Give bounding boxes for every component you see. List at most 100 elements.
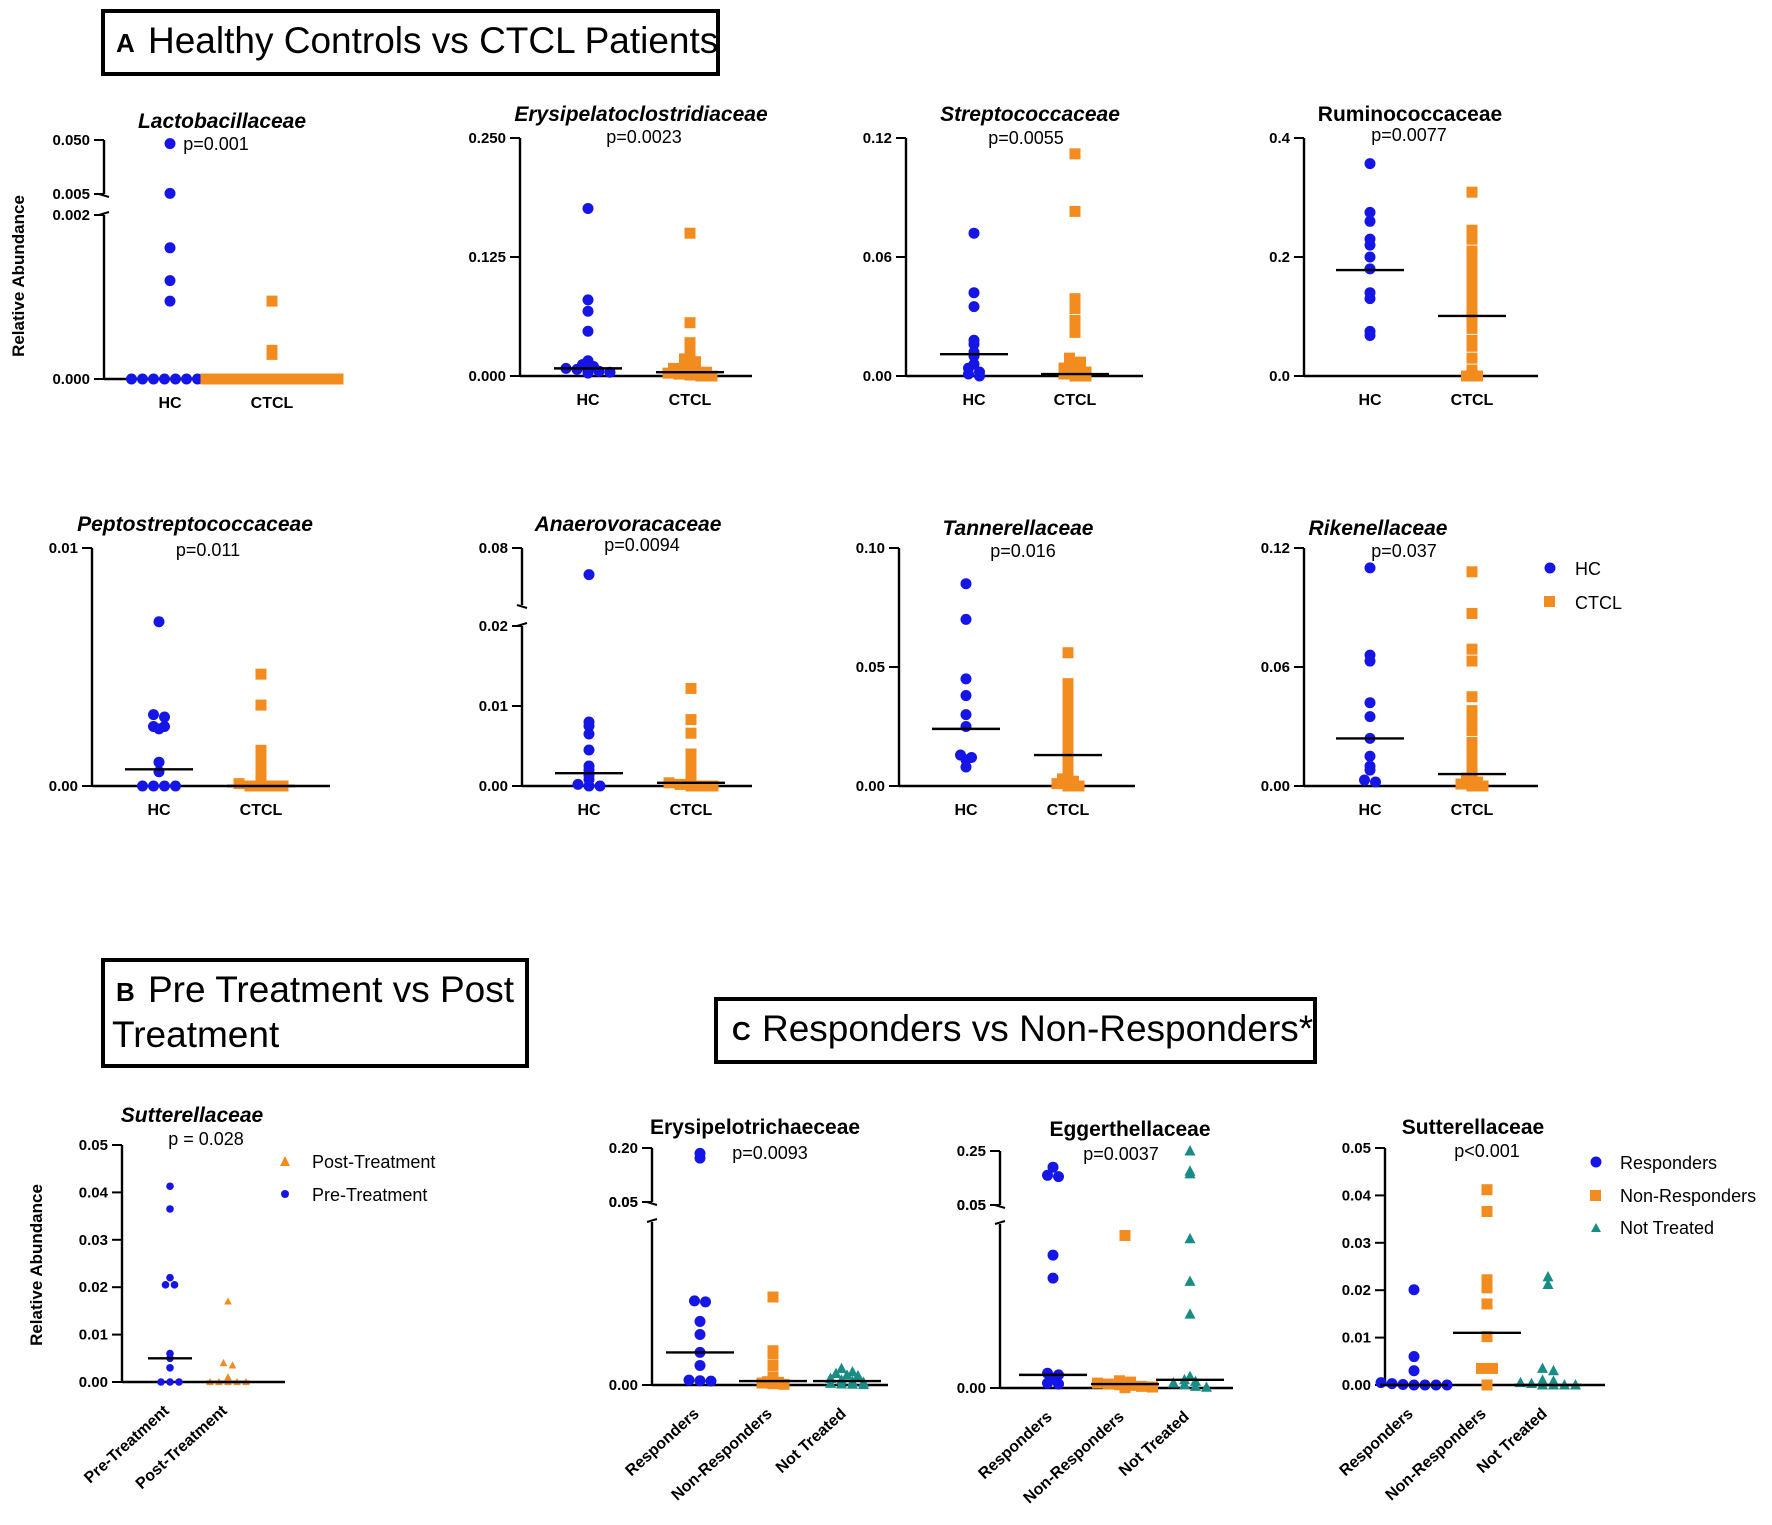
- category-label: HC: [1358, 802, 1382, 819]
- data-point: [1466, 287, 1478, 299]
- y-tick-label: 0.12: [863, 130, 892, 147]
- data-point: [767, 1348, 779, 1360]
- panel-2: 0.000 0.125 0.250 Erysipelatoclostridiaceae…: [468, 103, 768, 409]
- data-point: [583, 728, 595, 740]
- data-point: [1466, 566, 1478, 578]
- legend-b-pre-label: Pre-Treatment: [312, 1185, 427, 1205]
- legend-c-responders-label: Responders: [1620, 1153, 1717, 1173]
- data-point: [228, 1361, 237, 1369]
- data-point: [1069, 364, 1081, 376]
- data-point: [1408, 1351, 1420, 1363]
- category-label: CTCL: [240, 802, 283, 819]
- data-point: [1466, 744, 1478, 756]
- chart-title: Sutterellaceae: [1402, 1116, 1544, 1139]
- data-point: [582, 202, 594, 214]
- y-tick-label: 0.03: [79, 1232, 108, 1249]
- data-point: [1069, 320, 1081, 332]
- data-point: [1364, 206, 1376, 218]
- y-tick-label: 0.02: [1342, 1282, 1371, 1299]
- y-tick-label: 0.01: [479, 698, 508, 715]
- data-point: [960, 613, 972, 625]
- category-label: HC: [158, 395, 182, 412]
- data-point: [685, 774, 697, 786]
- data-point: [700, 1296, 711, 1308]
- data-point: [299, 373, 311, 385]
- y-tick-label: 0.01: [79, 1327, 108, 1344]
- data-point: [767, 1359, 779, 1371]
- data-point: [126, 373, 137, 385]
- data-point: [1466, 655, 1478, 667]
- data-point: [1466, 275, 1478, 287]
- y-tick-label: 0.00: [863, 368, 892, 385]
- y-tick-label: 0.12: [1261, 540, 1290, 557]
- data-point: [1042, 1377, 1053, 1389]
- data-point: [679, 353, 690, 365]
- data-point: [148, 780, 159, 792]
- data-point: [685, 727, 697, 739]
- data-point: [1062, 721, 1074, 732]
- data-point: [1069, 205, 1081, 217]
- data-point: [1069, 326, 1081, 338]
- data-point: [689, 1295, 700, 1307]
- data-point: [1466, 724, 1478, 736]
- chart-title: Eggerthellaceae: [1049, 1118, 1210, 1141]
- legend-c: Responders Non-Responders Not Treated: [1590, 1153, 1756, 1238]
- data-point: [164, 187, 176, 199]
- data-point: [310, 373, 322, 385]
- data-point: [1542, 1270, 1554, 1282]
- category-label: CTCL: [251, 395, 294, 412]
- data-point: [685, 682, 697, 694]
- data-point: [1375, 1377, 1387, 1389]
- panel-12: 0.00 0.01 0.02 0.03 0.04 0.05 Sutterellaceaep<…: [1337, 1116, 1605, 1504]
- data-point: [219, 1358, 228, 1367]
- y-tick-label: 0.05: [957, 1197, 986, 1214]
- heading-c-letter: C: [732, 1016, 751, 1046]
- axis-break: [646, 1218, 658, 1223]
- p-value: p=0.0077: [1371, 125, 1447, 145]
- data-point: [1042, 1169, 1053, 1181]
- legend-b-pre-marker: [281, 1190, 289, 1198]
- data-point: [1364, 562, 1376, 574]
- data-point: [170, 373, 181, 385]
- data-point: [583, 720, 595, 732]
- chart-title: Lactobacillaceae: [138, 110, 306, 133]
- legend-b-post-label: Post-Treatment: [312, 1152, 435, 1172]
- data-point: [1064, 352, 1075, 364]
- heading-a: A Healthy Controls vs CTCL Patients: [101, 9, 720, 76]
- data-point: [166, 1363, 174, 1372]
- data-point: [694, 1328, 706, 1340]
- data-point: [1487, 1362, 1498, 1374]
- data-point: [1364, 697, 1376, 709]
- data-point: [1062, 728, 1074, 740]
- data-point: [684, 317, 696, 329]
- heading-c-text: Responders vs Non-Responders*: [762, 1008, 1313, 1049]
- y-tick-label: 0.10: [856, 540, 885, 557]
- data-point: [778, 1378, 790, 1390]
- heading-b: B Pre Treatment vs Post Treatment: [101, 958, 529, 1068]
- data-point: [1542, 1278, 1554, 1289]
- data-point: [1466, 245, 1478, 257]
- data-point: [1466, 340, 1478, 352]
- data-point: [170, 1281, 179, 1289]
- data-point: [1062, 780, 1074, 792]
- data-point: [582, 305, 594, 317]
- data-point: [836, 1362, 847, 1374]
- data-point: [1466, 322, 1478, 334]
- data-point: [707, 780, 719, 792]
- y-tick-label: 0.125: [468, 249, 506, 266]
- y-tick-label: 0.00: [1261, 778, 1290, 795]
- chart-title: Erysipelotrichaeceae: [650, 1116, 860, 1139]
- chart-title: Tannerellaceae: [943, 517, 1094, 540]
- data-point: [767, 1291, 779, 1303]
- data-point: [148, 373, 159, 385]
- y-tick-label: 0.00: [49, 778, 78, 795]
- y-tick-label: 0.05: [957, 1197, 986, 1214]
- data-point: [1062, 697, 1074, 709]
- panel-11: 0.000.050.050.25Eggerthellaceaep=0.0037R…: [957, 1118, 1233, 1507]
- y-tick-label: 0.02: [479, 618, 508, 635]
- data-point: [1408, 1284, 1420, 1296]
- y-tick-label: 0.02: [79, 1279, 108, 1296]
- data-point: [1466, 780, 1478, 792]
- chart-title: Erysipelatoclostridiaceae: [514, 103, 768, 126]
- data-point: [1466, 257, 1478, 269]
